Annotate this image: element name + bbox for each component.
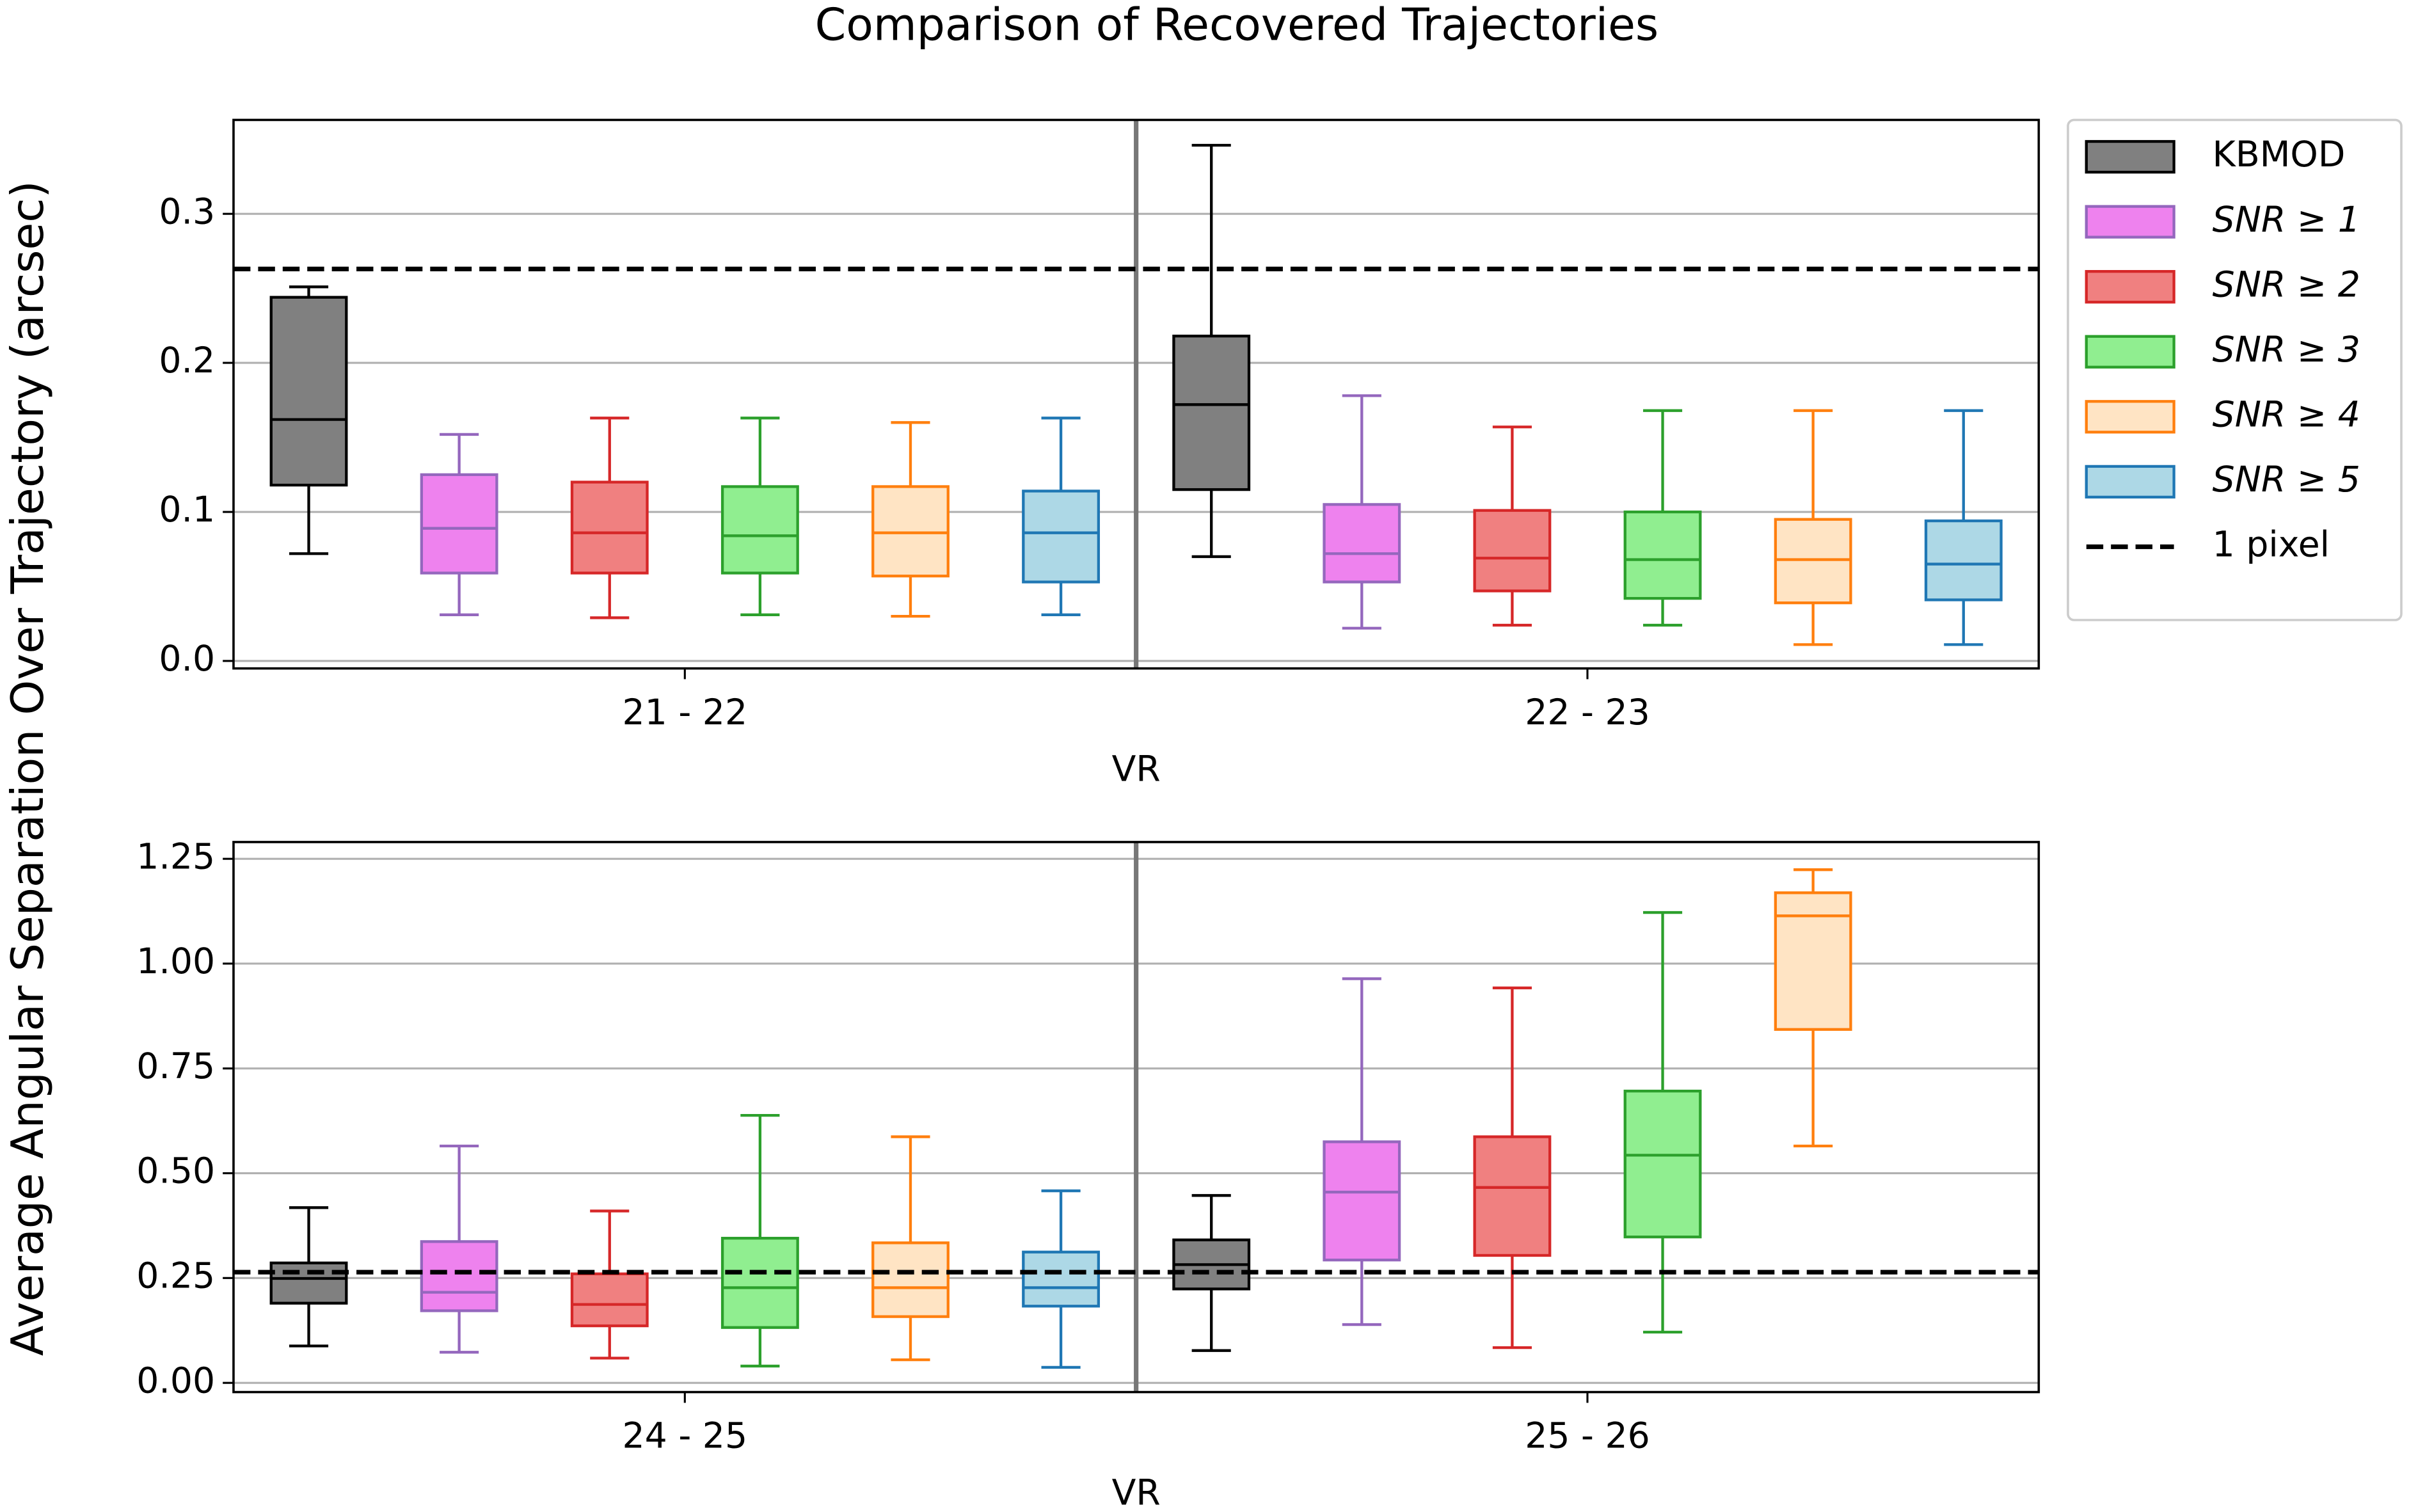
legend-swatch — [2085, 400, 2175, 434]
box — [420, 473, 498, 575]
legend-label: SNR ≥ 1 — [2213, 200, 2360, 241]
y-tick-label: 1.25 — [136, 836, 215, 877]
y-tick-label: 0.0 — [159, 639, 215, 680]
legend-swatch — [2085, 335, 2175, 369]
x-tick-label: 24 - 25 — [623, 1416, 748, 1457]
y-tick-label: 0.3 — [159, 191, 215, 232]
x-tick-label: 21 - 22 — [623, 692, 748, 733]
box — [1774, 518, 1852, 605]
y-tick-label: 0.2 — [159, 340, 215, 381]
legend-label: SNR ≥ 4 — [2213, 394, 2360, 435]
y-axis-label: Average Angular Separation Over Trajecto… — [2, 180, 54, 1356]
box — [1473, 1135, 1552, 1257]
legend-swatch — [2085, 270, 2175, 304]
box — [1022, 1250, 1101, 1308]
plot-frame — [232, 841, 2040, 1394]
plot-frame — [232, 118, 2040, 670]
box — [1623, 1089, 1702, 1239]
box — [269, 296, 348, 487]
box — [1022, 489, 1101, 584]
box — [269, 1261, 348, 1305]
x-tick-label: 22 - 23 — [1525, 692, 1650, 733]
x-axis-label: VR — [1112, 1473, 1161, 1512]
box — [720, 485, 799, 575]
legend-label: 1 pixel — [2213, 525, 2330, 566]
legend-label: SNR ≥ 3 — [2213, 330, 2360, 370]
legend: KBMOD SNR ≥ 1 SNR ≥ 2 SNR ≥ 3 SNR ≥ 4 SNR ≥ 5… — [2067, 118, 2403, 621]
legend-label: KBMOD — [2213, 134, 2346, 175]
y-tick-label: 0.50 — [136, 1151, 215, 1192]
box — [871, 1241, 950, 1318]
legend-label: SNR ≥ 2 — [2213, 264, 2360, 305]
legend-swatch — [2085, 139, 2175, 174]
box — [1323, 1140, 1401, 1262]
x-axis-label: VR — [1112, 749, 1161, 790]
box — [1774, 891, 1852, 1031]
y-tick-label: 0.25 — [136, 1256, 215, 1297]
legend-swatch — [2085, 465, 2175, 499]
figure-title: Comparison of Recovered Trajectories — [815, 0, 1659, 51]
y-tick-label: 0.1 — [159, 489, 215, 530]
box — [1924, 519, 2003, 601]
box — [1473, 509, 1552, 593]
box — [570, 1272, 649, 1328]
legend-label: SNR ≥ 5 — [2213, 459, 2360, 500]
box — [570, 481, 649, 575]
box — [720, 1236, 799, 1329]
x-tick-label: 25 - 26 — [1525, 1416, 1650, 1457]
box — [420, 1240, 498, 1312]
y-tick-label: 0.75 — [136, 1046, 215, 1087]
legend-swatch — [2085, 205, 2175, 239]
box — [1172, 335, 1251, 491]
y-tick-label: 1.00 — [136, 941, 215, 982]
box — [1323, 503, 1401, 584]
box — [871, 485, 950, 578]
y-tick-label: 0.00 — [136, 1360, 215, 1401]
box — [1623, 510, 1702, 600]
